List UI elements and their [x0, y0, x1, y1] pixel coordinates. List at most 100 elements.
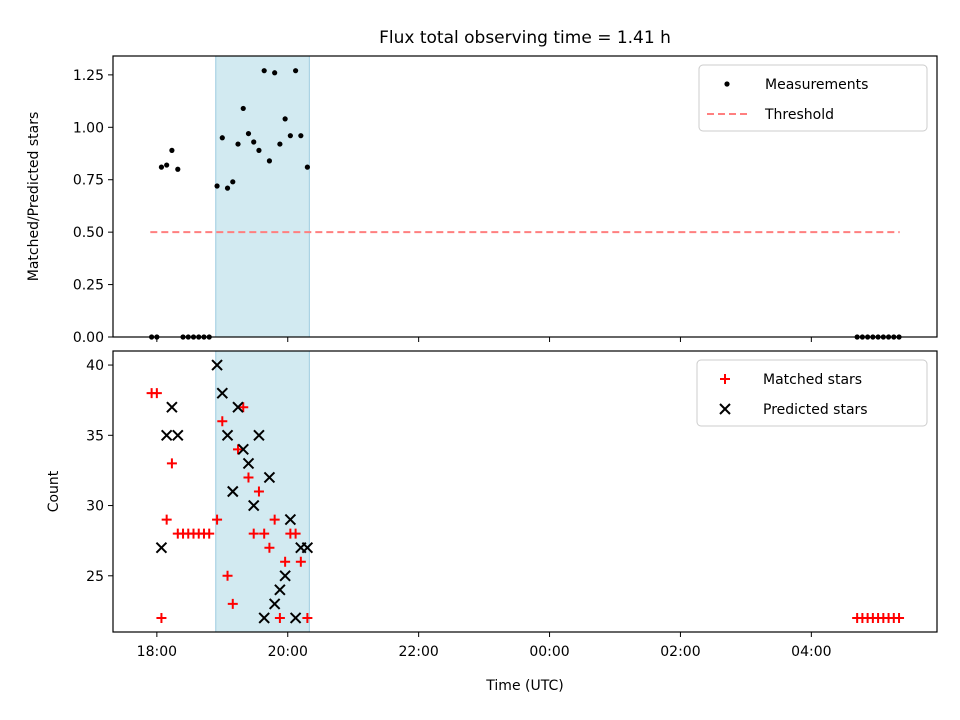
data-point: [238, 402, 249, 413]
bottom-panel: 25 30 35 40 18:00 20:00 22:00 00:00 02:00 04:00 Co…: [46, 350, 938, 660]
y-tick-label: 35: [86, 428, 104, 444]
data-point: [290, 528, 301, 539]
top-panel: 0.00 0.25 0.50 0.75 1.00 1.25 Matched/Predicte…: [26, 55, 938, 346]
chart-title: Flux total observing time = 1.41 h: [379, 28, 671, 48]
y-tick-label: 25: [86, 569, 104, 585]
legend: Matched stars Predicted stars: [696, 359, 928, 427]
data-point: [217, 416, 228, 427]
data-point: [222, 570, 233, 581]
data-point: [287, 133, 293, 139]
data-point: [256, 147, 262, 153]
data-point: [301, 541, 314, 554]
data-point: [169, 147, 175, 153]
data-point: [166, 401, 178, 413]
data-point: [248, 499, 260, 512]
x-tick-label: 22:00: [398, 644, 438, 660]
data-point: [284, 513, 297, 526]
data-point: [233, 444, 244, 455]
data-point: [227, 485, 239, 498]
data-point: [158, 164, 165, 170]
data-point: [237, 443, 249, 456]
data-point: [269, 514, 280, 525]
legend-marker: [724, 81, 730, 87]
data-point: [232, 401, 244, 413]
legend-box: [698, 64, 928, 132]
legend-label: Threshold: [764, 107, 834, 123]
x-axis-label: Time (UTC): [485, 678, 563, 694]
y-tick-label: 0.25: [73, 278, 104, 294]
data-point: [221, 429, 234, 442]
data-point: [155, 541, 168, 554]
data-point: [259, 528, 270, 539]
data-point: [282, 116, 288, 122]
data-point: [204, 528, 215, 539]
data-point: [264, 542, 275, 553]
series-predicted-stars: [155, 359, 314, 624]
x-tick-label: 20:00: [268, 644, 308, 660]
data-point: [243, 472, 254, 483]
axes-frame: [112, 55, 938, 338]
y-tick-label: 1.00: [73, 120, 104, 136]
y-tick-label: 0.50: [73, 225, 104, 241]
data-point: [166, 458, 177, 469]
data-point: [279, 570, 291, 582]
data-point: [164, 162, 170, 168]
data-point: [298, 133, 304, 139]
y-tick-label: 1.25: [73, 68, 104, 84]
data-point: [245, 130, 252, 137]
legend-marker: [719, 403, 731, 415]
data-point: [161, 514, 172, 525]
observing-window-span: [215, 55, 310, 338]
data-point: [263, 471, 276, 484]
data-point: [274, 612, 285, 623]
data-point: [258, 612, 270, 624]
axes-frame: [112, 350, 938, 633]
data-point: [280, 556, 291, 567]
legend-label: Measurements: [765, 77, 868, 93]
legend-marker: [720, 374, 730, 384]
data-point: [242, 457, 255, 470]
data-point: [894, 612, 905, 623]
x-tick-label: 00:00: [529, 644, 569, 660]
y-tick-label: 0.00: [73, 330, 104, 346]
data-point: [172, 429, 184, 442]
data-point: [211, 359, 223, 371]
data-point: [251, 139, 257, 145]
data-point: [151, 388, 162, 399]
data-point: [248, 528, 259, 539]
y-axis-label: Matched/Predicted stars: [26, 112, 42, 282]
data-point: [274, 584, 286, 596]
data-point: [266, 158, 273, 164]
data-point: [230, 179, 236, 185]
legend-box: [696, 359, 928, 427]
data-point: [304, 164, 310, 170]
data-point: [216, 387, 229, 399]
data-point: [224, 185, 231, 191]
y-tick-label: 30: [86, 499, 104, 515]
data-point: [289, 612, 302, 624]
y-tick-label: 40: [86, 358, 104, 374]
data-point: [240, 105, 246, 112]
y-tick-label: 0.75: [73, 173, 104, 189]
data-point: [214, 183, 220, 189]
data-point: [160, 429, 173, 442]
data-point: [295, 556, 306, 567]
data-point: [175, 166, 181, 172]
legend-label: Matched stars: [763, 372, 862, 388]
data-point: [272, 70, 278, 76]
data-point: [235, 141, 241, 147]
data-point: [261, 68, 267, 74]
data-point: [293, 68, 299, 74]
data-point: [302, 612, 313, 623]
data-point: [219, 135, 225, 141]
series-matched-stars: [146, 388, 905, 623]
data-point: [253, 486, 264, 497]
x-tick-label: 18:00: [137, 644, 177, 660]
x-tick-label: 02:00: [660, 644, 700, 660]
data-point: [268, 598, 281, 610]
data-point: [156, 612, 167, 623]
y-axis-label: Count: [46, 470, 62, 512]
x-tick-label: 04:00: [791, 644, 831, 660]
legend: Measurements Threshold: [698, 64, 928, 132]
